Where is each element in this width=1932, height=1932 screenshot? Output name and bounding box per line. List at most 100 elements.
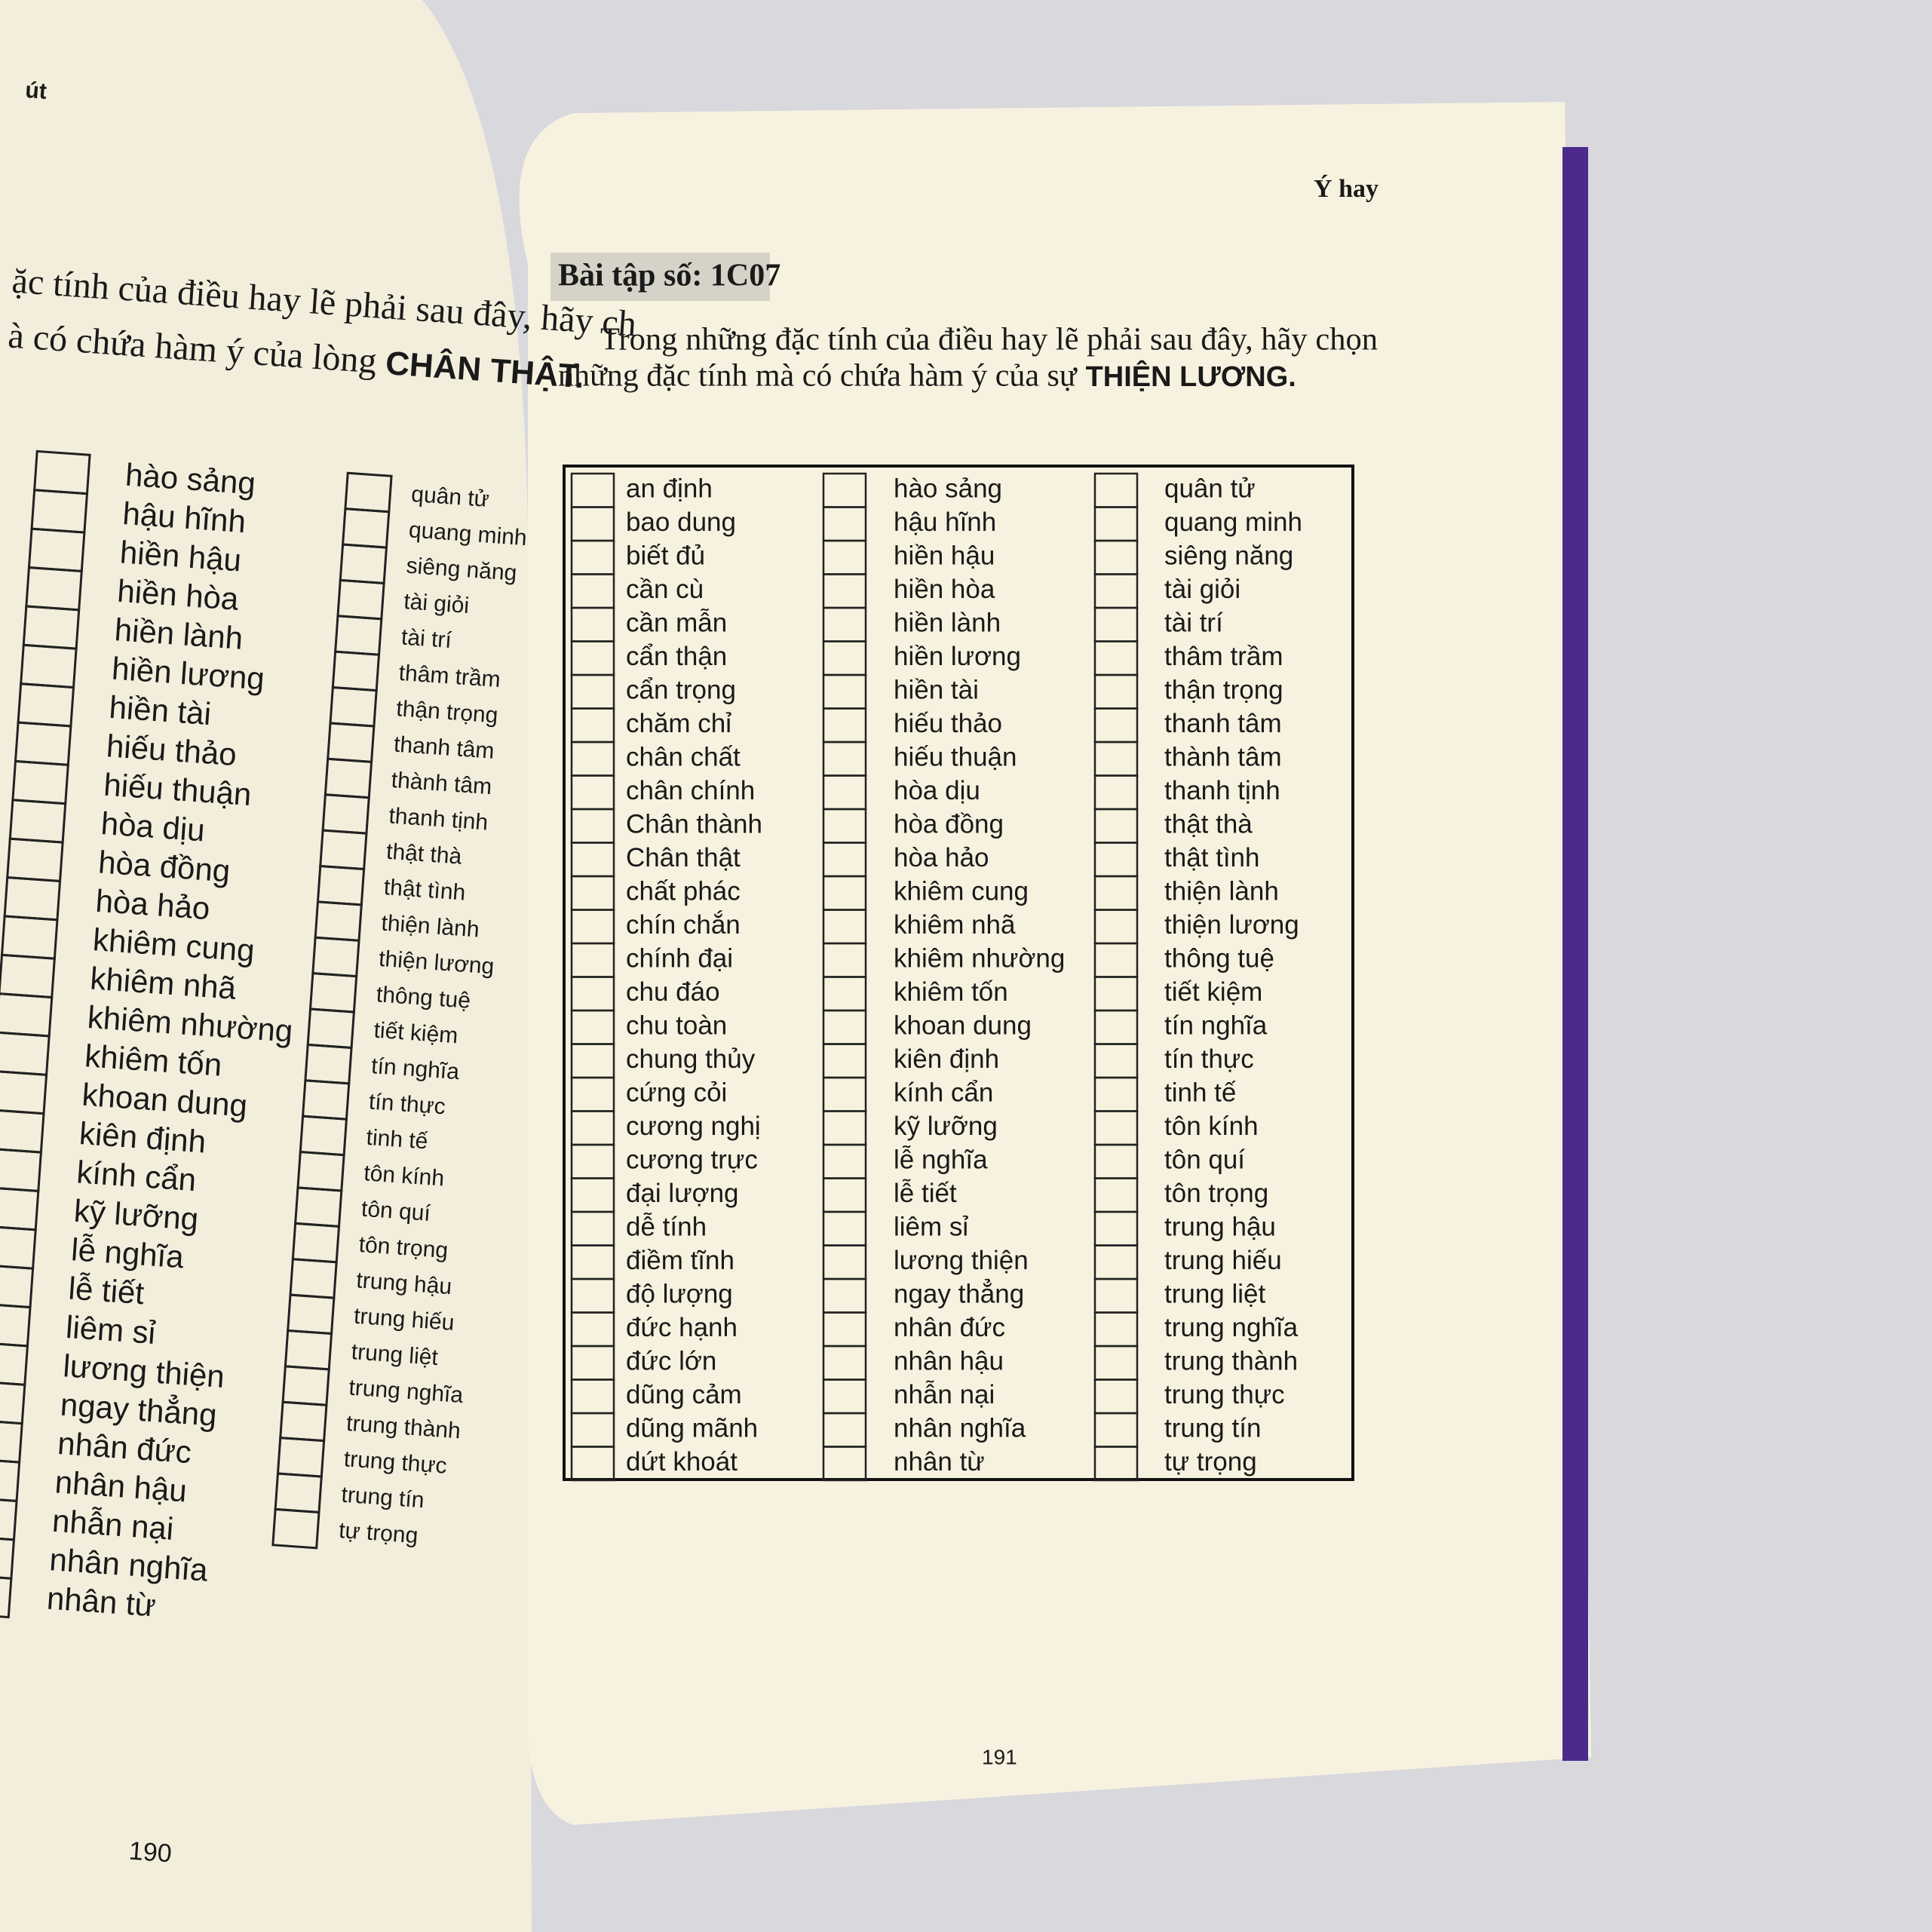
trait-label: biết đủ [626, 541, 705, 570]
trait-label: nhân từ [894, 1447, 985, 1477]
page-number: 190 [128, 1836, 173, 1868]
trait-label: hiền hòa [894, 575, 995, 604]
trait-label: hiền hòa [116, 573, 241, 617]
trait-label: dứt khoát [626, 1447, 738, 1477]
trait-label: hiền tài [108, 689, 212, 731]
instruction: Trong những đặc tính của điều hay lẽ phả… [600, 323, 1378, 357]
trait-label: hòa hảo [894, 843, 989, 872]
trait-label: hiền tài [894, 675, 979, 704]
trait-label: hòa đồng [894, 809, 1004, 839]
trait-label: thật thà [1164, 809, 1253, 839]
trait-label: cẩn thận [626, 642, 727, 671]
checkbox [0, 1418, 23, 1464]
trait-label: hòa dịu [100, 805, 206, 848]
trait-label: dễ tính [626, 1212, 707, 1241]
running-header: Ý hay [1314, 175, 1378, 203]
trait-label: điềm tĩnh [626, 1246, 734, 1275]
trait-label: chân chất [626, 742, 741, 771]
table-border [563, 465, 1354, 1481]
emphasis: THIỆN LƯƠNG. [1086, 360, 1296, 393]
trait-label: tự trọng [338, 1518, 419, 1548]
trait-label: tiết kiệm [373, 1018, 459, 1049]
trait-label: hậu hĩnh [121, 495, 247, 539]
trait-label: tiết kiệm [1164, 977, 1262, 1007]
trait-label: tín thực [1164, 1044, 1254, 1074]
checkbox [0, 1535, 16, 1580]
trait-label: hiền hậu [894, 541, 995, 570]
trait-label: kính cẩn [75, 1154, 198, 1198]
trait-label: hiền lương [894, 642, 1021, 671]
trait-label: nhẫn nại [894, 1380, 995, 1409]
trait-label: khiêm cung [894, 876, 1029, 906]
exercise-title: Bài tập số: 1C07 [558, 259, 780, 293]
title-highlight [550, 253, 770, 301]
page-number: 191 [982, 1745, 1017, 1768]
checkbox [0, 1495, 18, 1541]
trait-label: trung liệt [351, 1339, 440, 1370]
trait-label: trung hiếu [1164, 1246, 1282, 1275]
trait-label: chất phác [626, 876, 741, 906]
trait-label: tôn quí [360, 1197, 431, 1226]
trait-label: chăm chỉ [626, 709, 731, 738]
trait-label: thật thà [385, 839, 462, 869]
trait-label: lễ tiết [67, 1270, 146, 1311]
trait-label: kính cẩn [894, 1078, 993, 1107]
trait-label: hào sảng [894, 474, 1002, 503]
trait-label: tinh tế [1164, 1078, 1236, 1107]
trait-label: cẩn trọng [626, 675, 736, 704]
trait-label: tôn quí [1164, 1145, 1245, 1174]
trait-label: kỹ lưỡng [72, 1193, 199, 1237]
trait-label: siêng năng [1164, 541, 1293, 570]
trait-label: kiên định [894, 1044, 999, 1074]
trait-label: thiện lương [1164, 910, 1299, 940]
trait-label: trung thành [1164, 1346, 1298, 1375]
trait-label: thanh tâm [1164, 709, 1282, 738]
trait-label: nhẫn nại [51, 1503, 175, 1547]
trait-label: chính đại [626, 943, 733, 973]
right-page-content: Ý hay Bài tập số: 1C07 Trong những đặc t… [550, 175, 1378, 1768]
trait-label: lễ nghĩa [70, 1231, 186, 1274]
trait-label: trung liệt [1164, 1279, 1266, 1308]
trait-label: khiêm tốn [894, 977, 1008, 1007]
trait-label: hiếu thảo [894, 709, 1002, 738]
trait-label: đức lớn [626, 1346, 716, 1375]
trait-label: thiện lành [1164, 876, 1279, 906]
trait-label: tín nghĩa [370, 1053, 460, 1084]
trait-label: thật tình [383, 875, 466, 905]
trait-label: hiếu thuận [894, 742, 1017, 771]
trait-label: liêm sỉ [894, 1212, 968, 1241]
trait-label: kiên định [78, 1115, 207, 1160]
trait-label: quân tử [1164, 474, 1256, 503]
trait-label: chín chắn [626, 910, 741, 940]
trait-label: hòa hảo [94, 883, 211, 926]
trait-label: nhân đức [894, 1313, 1005, 1342]
trait-label: lễ tiết [894, 1179, 957, 1208]
trait-label: tôn kính [363, 1161, 445, 1191]
left-page [0, 0, 532, 1932]
trait-label: đức hạnh [626, 1313, 738, 1342]
trait-label: trung thực [1164, 1380, 1285, 1409]
trait-label: cần mẫn [626, 608, 727, 637]
trait-label: hòa dịu [894, 776, 980, 805]
trait-label: thâm trầm [1164, 642, 1283, 671]
trait-label: bao dung [626, 508, 736, 537]
trait-label: lương thiện [894, 1246, 1029, 1275]
trait-label: thanh tịnh [1164, 776, 1280, 805]
trait-label: trung hậu [1164, 1212, 1276, 1241]
trait-label: Chân thật [626, 843, 741, 872]
trait-label: tôn kính [1164, 1112, 1259, 1141]
trait-label: tài trí [400, 624, 452, 653]
trait-label: nhân hậu [894, 1346, 1004, 1375]
trait-label: tín thực [368, 1089, 446, 1119]
trait-label: dũng cảm [626, 1380, 742, 1409]
trait-label: thành tâm [1164, 742, 1282, 771]
checkbox [0, 1457, 21, 1503]
trait-label: cần cù [626, 575, 704, 604]
trait-label: trung tín [341, 1483, 425, 1513]
trait-label: tinh tế [366, 1125, 429, 1155]
trait-label: tôn trọng [358, 1232, 449, 1263]
trait-label: quang minh [1164, 508, 1302, 537]
right-page [519, 102, 1591, 1825]
trait-label: cứng cỏi [626, 1078, 727, 1107]
